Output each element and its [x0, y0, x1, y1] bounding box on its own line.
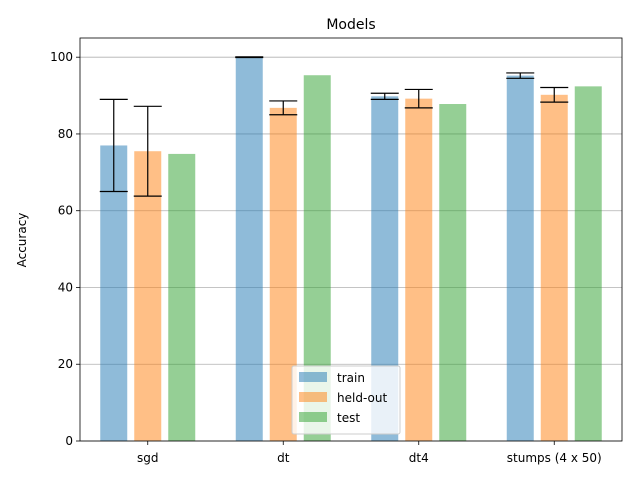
bar-train: [506, 75, 534, 441]
y-tick-label: 20: [58, 357, 73, 371]
legend-label-test: test: [337, 411, 360, 425]
legend-swatch-held-out: [299, 392, 327, 402]
legend: train held-out test: [291, 365, 401, 435]
bar-held-out: [134, 151, 162, 441]
legend-label-train: train: [337, 371, 365, 385]
axes: [79, 37, 623, 442]
bar-held-out: [405, 98, 433, 441]
bar-train: [100, 145, 128, 441]
bar-test: [439, 104, 467, 442]
x-tick-label: stumps (4 x 50): [507, 451, 602, 465]
x-axis-ticks: sgd dt dt4 stumps (4 x 50): [137, 441, 602, 465]
y-axis-ticks: 0 20 40 60 80 100: [50, 50, 80, 448]
chart-title: Models: [326, 17, 375, 33]
legend-label-held-out: held-out: [337, 391, 387, 405]
y-tick-label: 0: [65, 434, 73, 448]
bar-test: [574, 86, 602, 442]
y-axis-label: Accuracy: [15, 213, 29, 268]
x-tick-label: dt4: [409, 451, 429, 465]
x-tick-label: dt: [277, 451, 290, 465]
y-tick-label: 40: [58, 280, 73, 294]
bar-test: [168, 153, 196, 442]
error-bars: [99, 56, 569, 197]
bar-held-out: [540, 94, 568, 442]
bar-train: [235, 57, 263, 441]
y-tick-label: 60: [58, 204, 73, 218]
x-tick-label: sgd: [137, 451, 159, 465]
legend-swatch-train: [299, 372, 327, 382]
legend-swatch-test: [299, 412, 327, 422]
y-tick-label: 100: [50, 50, 73, 64]
plot-frame: [79, 37, 623, 442]
y-tick-label: 80: [58, 127, 73, 141]
